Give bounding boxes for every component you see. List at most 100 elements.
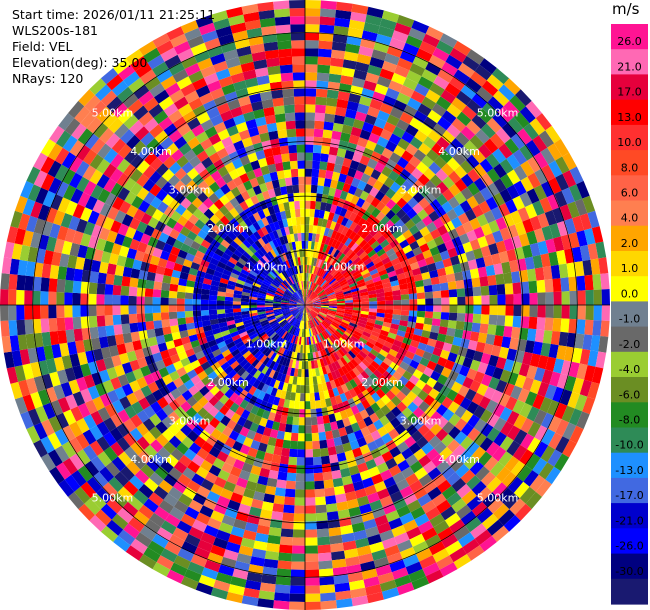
radar-gate [374,190,386,202]
radar-gate [436,333,447,343]
radar-gate [547,449,563,467]
radar-gate [318,293,327,298]
radar-gate [302,305,305,313]
radar-gate [114,386,127,400]
radar-gate [223,481,236,493]
radar-gate [301,305,305,313]
radar-gate [483,386,496,400]
radar-gate [143,97,159,112]
radar-gate [408,569,426,583]
radar-gate [412,354,423,364]
radar-gate [165,260,176,270]
radar-gate [513,293,522,305]
radar-gate [378,269,388,277]
radar-gate [282,281,289,288]
radar-gate [480,314,490,325]
radar-gate [358,285,367,291]
radar-gate [136,305,145,314]
radar-gate [395,234,406,244]
radar-gate [110,182,124,197]
radar-gate [8,289,17,305]
radar-gate [329,305,338,307]
radar-gate [372,507,386,519]
radar-gate [87,210,100,225]
radar-gate [305,353,308,362]
radar-gate [89,271,99,284]
radar-gate [352,118,365,130]
radar-gate [503,272,513,284]
colorbar-swatch [611,452,648,479]
radar-gate [444,144,459,158]
radar-gate [353,376,362,386]
radar-gate [241,595,259,607]
radar-gate [305,184,312,193]
radar-gate [351,77,366,88]
radar-gate [275,24,291,34]
radar-gate [400,385,411,397]
radar-gate [402,356,413,366]
radar-gate [446,208,458,221]
radar-gate [300,312,304,321]
radar-gate [76,144,91,161]
radar-gate [231,268,241,276]
radar-gate [334,17,351,28]
radar-gate [559,389,573,406]
radar-gate [383,286,393,293]
radar-gate [8,274,18,290]
radar-gate [198,429,211,442]
radar-gate [521,305,530,317]
radar-gate [353,214,362,225]
radar-gate [278,48,292,58]
radar-gate [313,384,319,393]
radar-gate [448,413,461,427]
colorbar-swatch [611,175,648,202]
radar-gate [333,25,349,36]
radar-gate [366,321,375,328]
radar-gate [313,335,318,344]
radar-gate [297,305,305,309]
radar-gate [170,388,182,400]
radar-gate [385,400,397,411]
radar-gate [310,282,314,290]
radar-gate [257,331,266,338]
radar-gate [92,471,109,488]
radar-gate [512,444,528,461]
radar-gate [467,182,480,196]
radar-gate [353,385,362,396]
radar-gate [300,305,305,312]
radar-gate [432,381,444,393]
radar-gate [323,262,330,271]
radar-gate [470,523,487,539]
radar-gate [289,299,298,303]
radar-gate [204,145,217,157]
radar-gate [316,72,330,82]
radar-gate [339,265,347,273]
radar-gate [283,431,292,441]
radar-gate [492,148,507,164]
radar-gate [208,152,221,164]
radar-gate [344,390,353,401]
radar-gate [298,176,305,185]
radar-gate [241,313,250,319]
radar-gate [471,92,488,109]
radar-gate [347,240,356,249]
radar-gate [488,376,500,390]
radar-gate [209,257,220,266]
radar-gate [408,27,426,41]
radar-gate [8,305,17,321]
radar-gate [394,380,405,391]
radar-gate [357,392,367,403]
radar-gate [437,527,454,542]
radar-gate [194,281,203,289]
radar-gate [176,366,187,378]
radar-gate [236,121,248,133]
radar-gate [310,408,317,418]
radar-gate [464,388,477,402]
radar-gate [288,242,294,251]
radar-gate [69,353,81,368]
radar-gate [345,491,357,502]
radar-gate [272,334,280,343]
radar-gate [299,289,303,298]
radar-gate [301,289,304,298]
radar-gate [64,118,81,136]
